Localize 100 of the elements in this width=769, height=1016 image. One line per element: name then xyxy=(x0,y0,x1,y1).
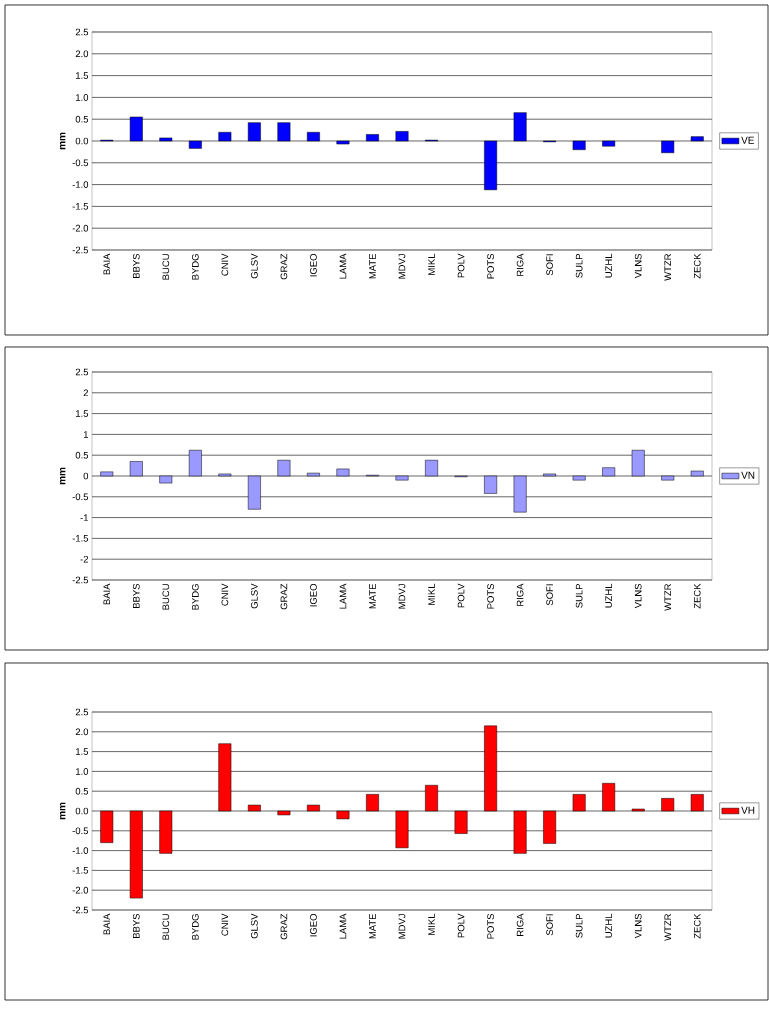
bar xyxy=(454,810,468,834)
x-tick-label: ZECK xyxy=(693,583,701,609)
bar xyxy=(277,810,291,816)
y-tick-label: 2 xyxy=(83,389,89,397)
x-tick-label: WTZR xyxy=(664,583,671,611)
x-tick-label: BYDG xyxy=(191,254,199,280)
y-axis-title: mm xyxy=(59,467,66,485)
bar xyxy=(484,725,498,812)
bar xyxy=(188,449,202,477)
x-tick-label: GRAZ xyxy=(280,253,288,280)
legend-label: VH xyxy=(741,806,755,814)
bar xyxy=(188,140,202,149)
y-axis-title: mm xyxy=(59,132,66,150)
bar xyxy=(690,470,704,477)
x-tick-label: MATE xyxy=(369,913,376,939)
x-tick-label: BBYS xyxy=(132,253,140,278)
x-tick-label: VLNS xyxy=(634,583,642,609)
x-tick-label: MDVJ xyxy=(398,584,406,609)
y-tick-label: -1.5 xyxy=(72,535,89,542)
y-tick-label: 1.0 xyxy=(76,768,89,775)
bar xyxy=(336,140,350,145)
x-tick-label: SOFI xyxy=(546,914,553,936)
bar xyxy=(543,473,557,477)
x-tick-label: BBYS xyxy=(132,583,140,608)
bar xyxy=(631,449,645,477)
bar xyxy=(159,137,173,142)
x-tick-label: POTS xyxy=(487,583,494,609)
x-tick-label: BYDG xyxy=(191,914,199,940)
bar xyxy=(218,132,232,142)
x-tick-label: WTZR xyxy=(664,913,671,941)
bar xyxy=(336,810,350,820)
x-tick-label: VLNS xyxy=(634,253,642,279)
bar xyxy=(277,122,291,142)
y-tick-label: -1.0 xyxy=(72,181,89,188)
bar xyxy=(513,810,527,854)
x-tick-label: MIKL xyxy=(428,253,435,275)
x-tick-label: SULP xyxy=(575,914,583,938)
x-tick-label: CNIV xyxy=(221,253,229,276)
y-tick-label: -1.5 xyxy=(72,203,89,210)
bar xyxy=(690,136,704,142)
x-tick-label: BAIA xyxy=(103,913,111,935)
bar xyxy=(395,810,409,849)
y-axis-title: mm xyxy=(59,802,66,820)
bar xyxy=(366,134,379,142)
x-tick-label: POLV xyxy=(457,583,465,608)
x-tick-label: BAIA xyxy=(103,583,111,605)
bar xyxy=(484,140,498,191)
bar xyxy=(661,140,675,154)
y-tick-label: 0.5 xyxy=(75,787,89,795)
bar xyxy=(543,810,557,844)
x-tick-label: MDVJ xyxy=(398,254,406,279)
bar xyxy=(690,794,704,812)
y-tick-label: 1.0 xyxy=(76,94,89,101)
x-tick-label: BUCU xyxy=(162,584,170,610)
y-tick-label: 0.0 xyxy=(75,137,89,145)
y-tick-label: 2.5 xyxy=(75,708,89,716)
x-tick-label: GLSV xyxy=(251,253,258,279)
x-tick-label: BYDG xyxy=(191,584,199,610)
x-tick-label: VLNS xyxy=(634,913,642,939)
bar xyxy=(336,468,350,477)
bar xyxy=(247,475,261,510)
y-tick-label: -0.5 xyxy=(72,493,89,501)
bar xyxy=(100,471,114,477)
bar xyxy=(572,475,586,481)
bar xyxy=(129,810,143,899)
legend-label: VN xyxy=(741,471,755,479)
bar xyxy=(572,794,586,812)
x-tick-label: ZECK xyxy=(693,253,701,279)
x-tick-label: MATE xyxy=(369,253,376,279)
y-tick-label: 0.5 xyxy=(75,451,89,459)
x-tick-label: IGEO xyxy=(310,913,317,937)
y-tick-label: 2.0 xyxy=(75,728,89,736)
x-tick-label: RIGA xyxy=(516,583,524,606)
bar xyxy=(306,472,320,477)
bar xyxy=(661,798,675,812)
x-tick-label: GLSV xyxy=(251,913,258,939)
y-tick-label: -2 xyxy=(80,555,89,563)
x-tick-label: MDVJ xyxy=(398,914,406,939)
y-tick-label: 0.5 xyxy=(75,115,89,123)
bar xyxy=(247,804,261,812)
bar xyxy=(306,804,320,812)
bar xyxy=(129,116,143,142)
x-tick-label: SULP xyxy=(575,254,583,278)
x-tick-label: SULP xyxy=(575,584,583,608)
y-tick-label: -1 xyxy=(80,514,89,521)
x-tick-label: UZHL xyxy=(605,253,612,278)
bar xyxy=(484,475,498,494)
y-tick-label: 2.5 xyxy=(75,368,89,376)
x-tick-label: BUCU xyxy=(162,254,170,280)
x-tick-label: LAMA xyxy=(339,253,347,279)
y-tick-label: 2.0 xyxy=(75,50,89,58)
x-tick-label: ZECK xyxy=(693,913,701,939)
bar xyxy=(513,475,527,513)
legend-label: VE xyxy=(741,136,755,144)
bar xyxy=(366,794,379,812)
y-tick-label: -2.5 xyxy=(72,576,89,584)
bar xyxy=(602,140,616,147)
x-tick-label: GRAZ xyxy=(280,913,288,940)
bar xyxy=(602,783,616,812)
y-tick-label: -1.0 xyxy=(72,847,89,854)
